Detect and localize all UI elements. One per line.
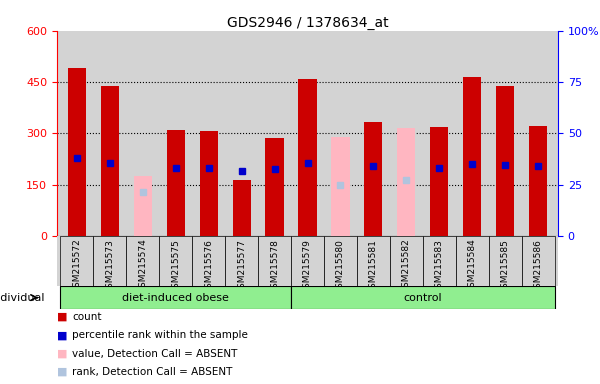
Text: GSM215580: GSM215580 [336, 239, 345, 293]
Bar [397, 128, 415, 236]
Text: count: count [72, 312, 101, 322]
Bar [324, 236, 357, 286]
Text: percentile rank within the sample: percentile rank within the sample [72, 330, 248, 340]
Text: GSM215585: GSM215585 [501, 239, 510, 293]
Text: GSM215586: GSM215586 [534, 239, 543, 293]
Bar [357, 236, 390, 286]
Text: ■: ■ [57, 367, 67, 377]
Bar [258, 236, 291, 286]
Text: control: control [404, 293, 442, 303]
Bar [233, 180, 251, 236]
Bar [489, 236, 522, 286]
Bar [456, 236, 489, 286]
Bar [331, 137, 350, 236]
Bar [93, 236, 126, 286]
Bar [298, 79, 317, 236]
Bar [390, 236, 423, 286]
Text: GSM215577: GSM215577 [237, 239, 246, 293]
Bar [200, 131, 218, 236]
Bar [291, 286, 555, 309]
Bar [60, 286, 291, 309]
Text: GSM215578: GSM215578 [270, 239, 279, 293]
Bar [364, 122, 382, 236]
Text: GSM215581: GSM215581 [369, 239, 378, 293]
Text: GSM215575: GSM215575 [171, 239, 180, 293]
Text: GSM215582: GSM215582 [402, 239, 411, 293]
Bar [68, 68, 86, 236]
Bar [529, 126, 547, 236]
Bar [134, 176, 152, 236]
Bar [60, 236, 93, 286]
Bar [423, 236, 456, 286]
Text: GSM215583: GSM215583 [435, 239, 444, 293]
Text: ■: ■ [57, 312, 67, 322]
Text: GSM215574: GSM215574 [138, 239, 147, 293]
Bar [522, 236, 555, 286]
Text: rank, Detection Call = ABSENT: rank, Detection Call = ABSENT [72, 367, 232, 377]
Text: individual: individual [0, 293, 44, 303]
Bar [167, 130, 185, 236]
Bar [463, 77, 481, 236]
Text: GSM215573: GSM215573 [105, 239, 114, 293]
Bar [265, 138, 284, 236]
Text: GSM215576: GSM215576 [204, 239, 213, 293]
Text: ■: ■ [57, 330, 67, 340]
Text: GSM215572: GSM215572 [72, 239, 81, 293]
Title: GDS2946 / 1378634_at: GDS2946 / 1378634_at [227, 16, 388, 30]
Text: ■: ■ [57, 349, 67, 359]
Text: diet-induced obese: diet-induced obese [122, 293, 229, 303]
Text: GSM215579: GSM215579 [303, 239, 312, 293]
Bar [126, 236, 159, 286]
Bar [291, 236, 324, 286]
Text: GSM215584: GSM215584 [468, 239, 477, 293]
Bar [225, 236, 258, 286]
Bar [430, 127, 448, 236]
Text: value, Detection Call = ABSENT: value, Detection Call = ABSENT [72, 349, 238, 359]
Bar [101, 86, 119, 236]
Bar [496, 86, 514, 236]
Bar [192, 236, 225, 286]
Bar [159, 236, 192, 286]
